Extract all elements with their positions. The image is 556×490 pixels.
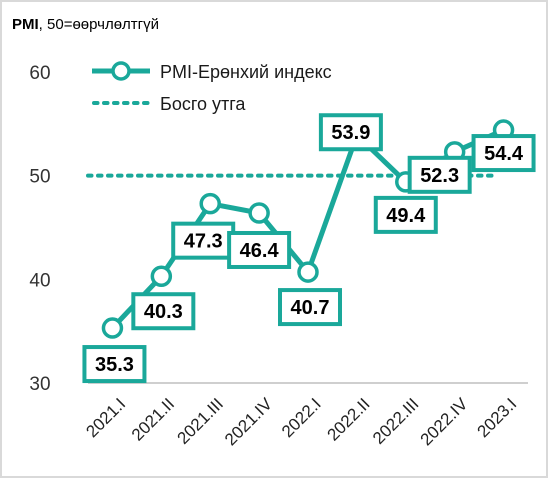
legend-pmi-label: PMI-Ерөнхий индекс <box>160 62 332 82</box>
y-axis-ticks: 30 40 50 60 <box>29 63 50 395</box>
data-label: 52.3 <box>420 165 459 187</box>
data-label: 54.4 <box>484 143 524 165</box>
pmi-point <box>248 202 270 224</box>
x-tick-label: 2022.II <box>324 394 374 444</box>
y-tick-label: 50 <box>29 167 50 188</box>
data-label-box <box>131 292 196 331</box>
data-label-box <box>373 195 438 234</box>
y-tick-label: 40 <box>29 270 50 291</box>
data-label-box <box>171 221 236 260</box>
data-label: 47.3 <box>184 231 223 253</box>
pmi-point <box>297 261 319 283</box>
legend: PMI-Ерөнхий индекс Босго утга <box>92 61 332 114</box>
pmi-point <box>101 317 124 339</box>
x-tick-label: 2021.III <box>174 394 228 448</box>
x-tick-label: 2022.IV <box>417 394 472 449</box>
data-label-box <box>407 155 472 194</box>
y-tick-label: 60 <box>29 63 50 84</box>
x-tick-label: 2021.II <box>128 394 178 444</box>
data-label: 46.4 <box>240 240 280 262</box>
pmi-point <box>199 192 221 215</box>
data-label: 53.9 <box>331 122 370 144</box>
legend-threshold-label: Босго утга <box>160 94 246 114</box>
data-label: 35.3 <box>95 354 134 376</box>
x-tick-label: 2021.IV <box>221 394 276 449</box>
y-tick-label: 30 <box>29 374 50 395</box>
data-labels: 35.3 40.3 47.3 46.4 40.7 53.9 49.4 52.3 54.4 <box>82 113 536 384</box>
title-rest: , 50=өөрчлөлтгүй <box>38 16 160 33</box>
x-tick-label: 2022.III <box>369 394 423 448</box>
data-label-box <box>471 134 536 173</box>
data-label: 49.4 <box>386 205 426 227</box>
chart-title: PMI, 50=өөрчлөлтгүй <box>12 16 159 33</box>
pmi-point <box>150 265 173 287</box>
x-tick-label: 2022.I <box>278 394 325 441</box>
x-tick-label: 2021.I <box>82 394 129 441</box>
legend-pmi-marker <box>111 61 131 81</box>
x-tick-label: 2023.I <box>474 394 521 441</box>
data-label-box <box>82 345 147 384</box>
data-label-box <box>227 230 292 269</box>
data-label-box <box>278 288 342 327</box>
data-label: 40.3 <box>144 301 183 323</box>
data-label-box <box>318 113 383 152</box>
data-label: 40.7 <box>291 297 330 319</box>
title-bold: PMI <box>12 16 39 33</box>
